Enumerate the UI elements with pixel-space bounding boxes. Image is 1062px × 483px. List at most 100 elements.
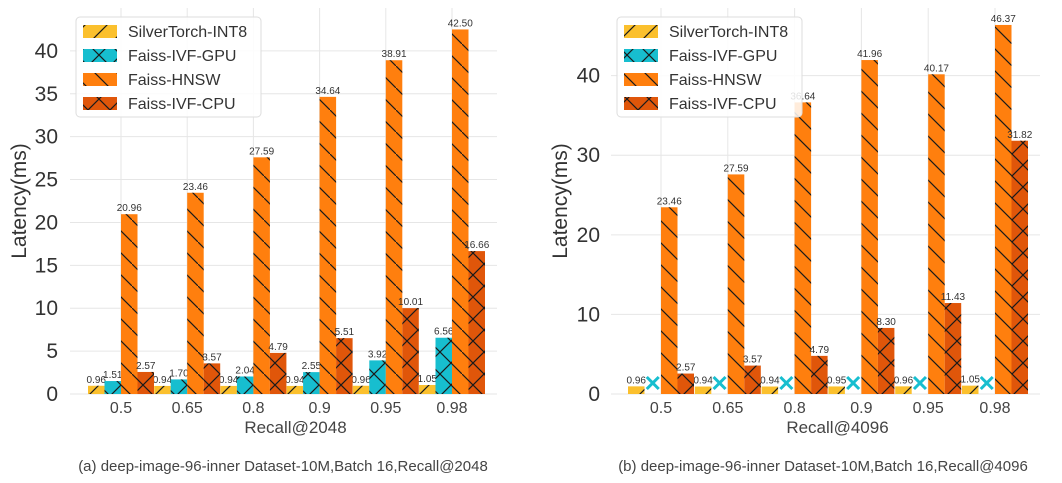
- legend-label: Faiss-HNSW: [669, 72, 762, 89]
- data-label: 31.82: [1007, 130, 1032, 141]
- legend-label: Faiss-IVF-CPU: [669, 96, 777, 113]
- data-label: 4.79: [810, 345, 830, 356]
- x-axis-label: Recall@2048: [244, 418, 346, 437]
- x-tick-label: 0.8: [242, 400, 264, 417]
- data-label: 23.46: [183, 182, 208, 193]
- data-label: 41.96: [857, 49, 882, 60]
- data-label: 0.96: [87, 375, 107, 386]
- data-label: 5.51: [335, 327, 355, 338]
- data-label: 36.64: [790, 91, 815, 102]
- data-label: 27.59: [724, 163, 749, 174]
- bar-hatch: [861, 60, 878, 395]
- legend-label: Faiss-HNSW: [128, 72, 221, 89]
- data-label: 1.51: [103, 370, 123, 381]
- bar-hatch: [661, 207, 678, 394]
- bar-hatch: [468, 251, 485, 394]
- bar-hatch: [220, 385, 237, 394]
- data-label: 38.91: [382, 49, 407, 60]
- x-tick-label: 0.65: [172, 400, 203, 417]
- bar-hatch: [104, 381, 121, 394]
- bar-hatch: [352, 385, 370, 394]
- y-tick-label: 20: [577, 224, 600, 247]
- bar-hatch: [137, 371, 154, 394]
- marker-faiss-ivf-gpu-0-95: [912, 375, 928, 391]
- marker-faiss-ivf-gpu-0-65: [712, 375, 727, 391]
- bar-hatch: [336, 338, 353, 394]
- bar-hatch: [253, 157, 270, 394]
- data-label: 20.96: [117, 203, 142, 214]
- x-tick-label: 0.5: [650, 400, 672, 417]
- y-tick-label: 30: [577, 144, 600, 167]
- y-tick-label: 10: [577, 303, 600, 326]
- x-tick-label: 0.9: [850, 400, 872, 417]
- data-label: 34.64: [315, 86, 340, 97]
- y-tick-label: 0: [588, 383, 600, 406]
- data-label: 0.96: [627, 375, 647, 386]
- y-tick-label: 15: [35, 254, 58, 277]
- figure-caption: (b) deep-image-96-inner Dataset-10M,Batc…: [618, 458, 1028, 475]
- bar-hatch: [995, 24, 1012, 394]
- marker-faiss-ivf-gpu-0-9: [846, 375, 861, 391]
- x-tick-label: 0.5: [110, 400, 132, 417]
- panel-b: 0 10 20 30 40 0.96 0.94 0.94 0.95 0.96 1.05 23.46 27…: [549, 8, 1040, 475]
- y-tick-label: 30: [35, 126, 58, 149]
- data-label: 0.95: [827, 375, 847, 386]
- x-axis-label: Recall@4096: [786, 418, 888, 437]
- legend-label: Faiss-IVF-CPU: [128, 96, 236, 113]
- legend: SilverTorch-INT8 Faiss-IVF-GPU Faiss-HNSW F…: [616, 16, 803, 118]
- bar-hatch: [877, 327, 895, 394]
- legend-box: [75, 16, 262, 118]
- legend-swatch-hatch: [83, 97, 117, 110]
- data-label: 40.17: [924, 63, 949, 74]
- y-axis-label: Latency(ms): [8, 143, 31, 259]
- bar-hatch: [677, 373, 694, 394]
- data-label: 0.94: [219, 375, 239, 386]
- data-label: 46.37: [991, 14, 1016, 25]
- figure-caption: (a) deep-image-96-inner Dataset-10M,Batc…: [78, 458, 488, 475]
- bar-hatch: [435, 337, 452, 394]
- bar-hatch: [269, 352, 287, 394]
- x-tick-label: 0.9: [308, 400, 330, 417]
- x-tick-label: 0.95: [913, 400, 944, 417]
- bar-hatch: [369, 360, 386, 394]
- bar-hatch: [694, 386, 712, 394]
- bar-hatch: [303, 372, 320, 394]
- y-tick-label: 10: [35, 297, 58, 320]
- x-tick-label: 0.98: [436, 400, 467, 417]
- marker-faiss-ivf-gpu-0-8: [779, 375, 794, 391]
- data-label: 3.92: [368, 349, 388, 360]
- x-tick-label: 0.98: [979, 400, 1010, 417]
- legend-label: SilverTorch-INT8: [128, 24, 247, 41]
- y-tick-label: 40: [35, 40, 58, 63]
- legend-label: Faiss-IVF-GPU: [128, 48, 236, 65]
- bar-hatch: [1011, 140, 1028, 394]
- data-label: 0.96: [894, 375, 914, 386]
- legend-swatch-hatch: [83, 25, 117, 38]
- bar-hatch: [187, 192, 204, 394]
- x-tick-label: 0.8: [783, 400, 805, 417]
- bar-hatch: [452, 29, 469, 394]
- data-label: 8.30: [876, 317, 896, 328]
- legend-swatch-hatch: [624, 73, 658, 86]
- bar-hatch: [402, 308, 419, 394]
- bar-hatch: [928, 74, 945, 394]
- data-label: 0.94: [153, 375, 173, 386]
- legend-label: SilverTorch-INT8: [669, 24, 788, 41]
- legend-swatch-hatch: [624, 97, 658, 110]
- marker-faiss-ivf-gpu-0-98: [979, 375, 994, 391]
- data-label: 2.57: [676, 363, 696, 374]
- legend: SilverTorch-INT8 Faiss-IVF-GPU Faiss-HNSW F…: [75, 16, 262, 118]
- bar-hatch: [154, 385, 171, 394]
- bar-hatch: [236, 376, 254, 394]
- data-label: 2.57: [136, 361, 156, 372]
- bar-hatch: [944, 303, 962, 394]
- bar-hatch: [727, 174, 745, 394]
- y-tick-label: 40: [577, 65, 600, 88]
- bar-hatch: [628, 386, 645, 394]
- legend-swatch-hatch: [83, 73, 117, 86]
- x-tick-label: 0.95: [370, 400, 401, 417]
- legend-label: Faiss-IVF-GPU: [669, 48, 777, 65]
- legend-box: [616, 16, 803, 118]
- data-label: 2.04: [235, 366, 255, 377]
- y-axis-label: Latency(ms): [549, 143, 572, 259]
